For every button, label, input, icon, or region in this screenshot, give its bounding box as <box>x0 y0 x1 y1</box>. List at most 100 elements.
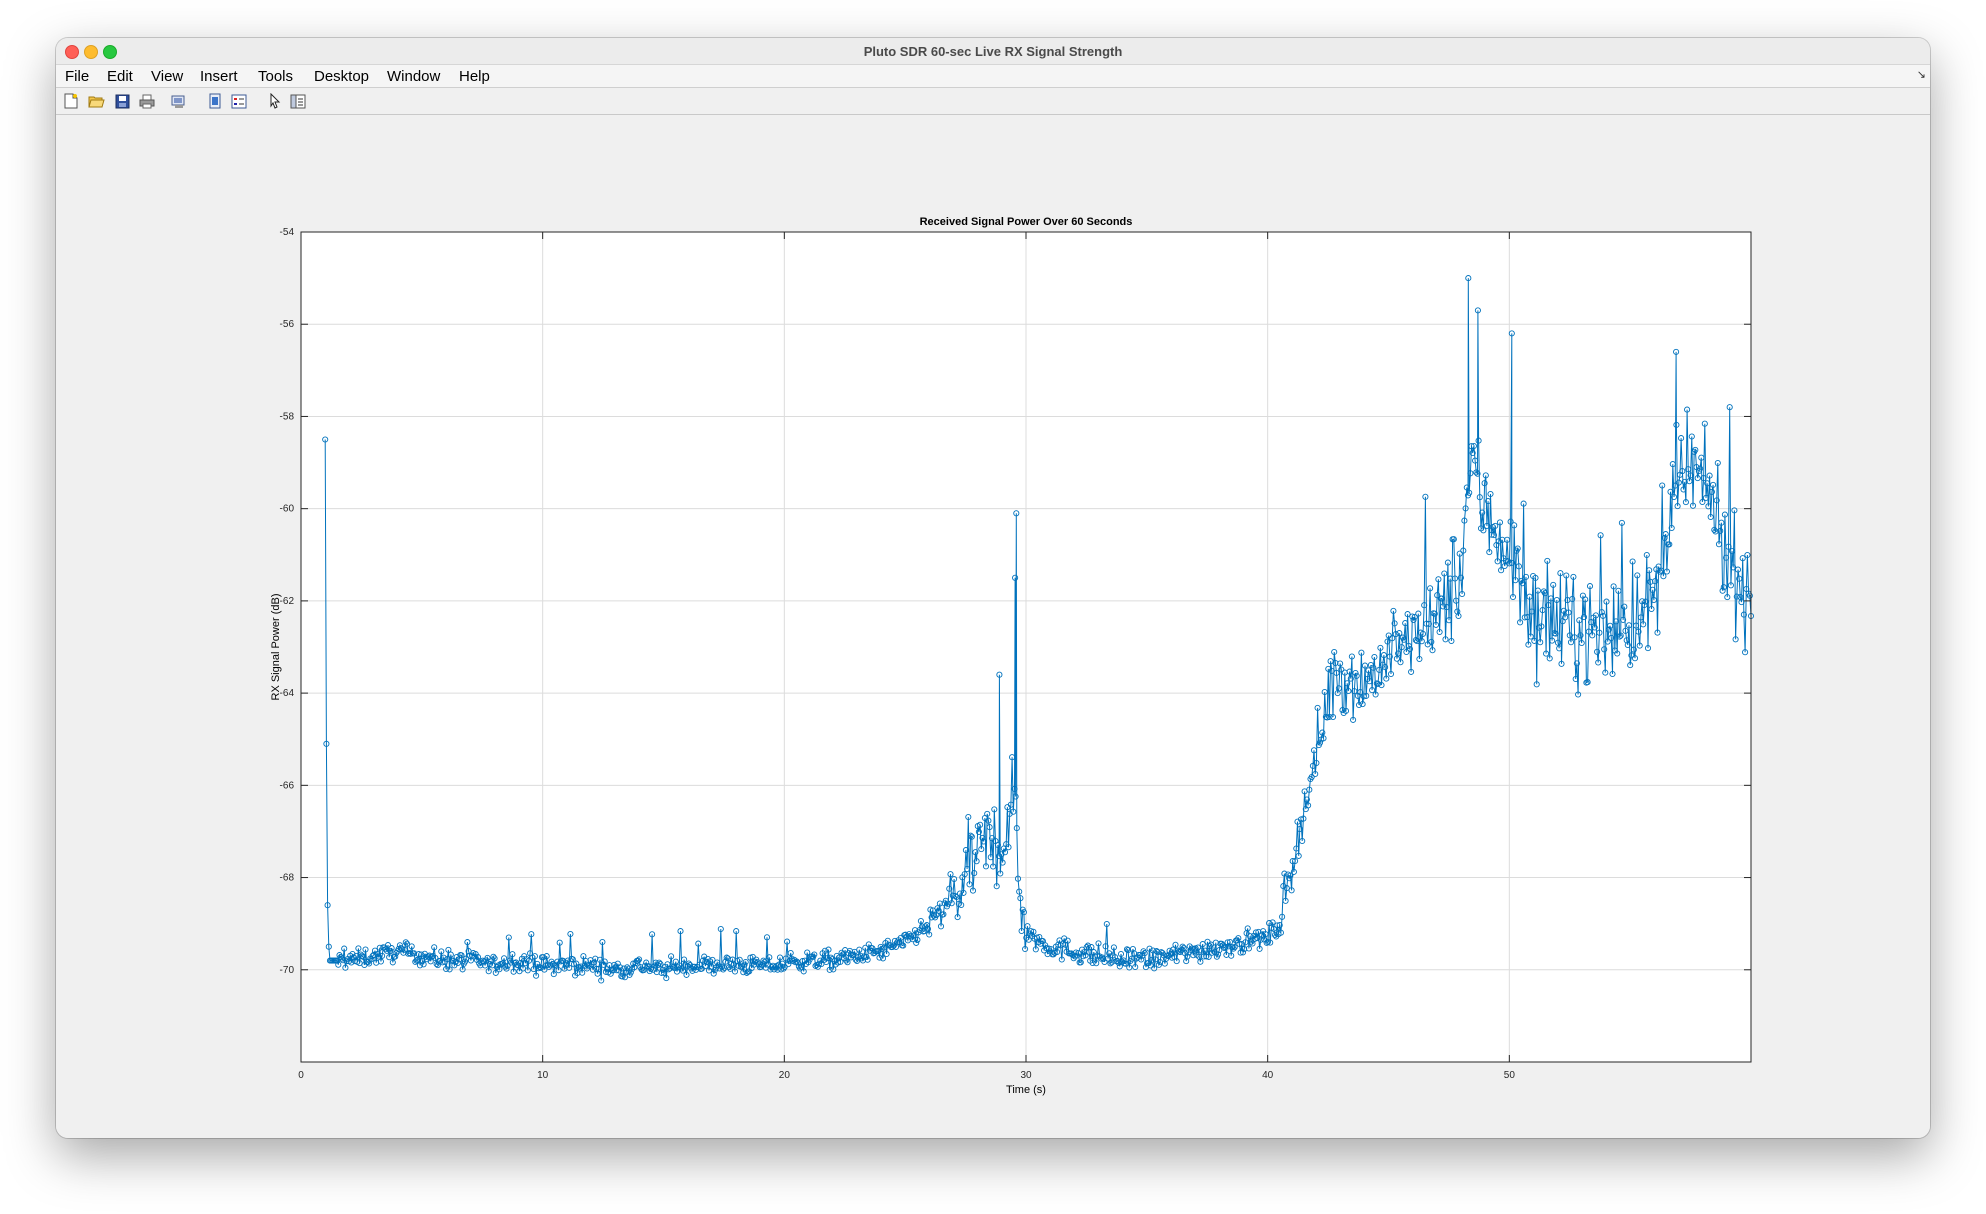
data-point <box>1016 888 1023 895</box>
insert-legend-icon[interactable] <box>230 92 248 110</box>
data-point <box>1280 883 1287 890</box>
menu-edit[interactable]: Edit <box>107 68 133 85</box>
data-point <box>996 671 1003 678</box>
data-point <box>1562 614 1569 621</box>
maximize-window-button[interactable] <box>103 45 117 59</box>
print-icon[interactable] <box>138 92 156 110</box>
data-point <box>1592 612 1599 619</box>
data-point <box>589 966 596 973</box>
menu-view[interactable]: View <box>151 68 184 85</box>
data-point <box>1310 747 1318 754</box>
data-point <box>1357 689 1364 696</box>
data-point <box>1572 675 1579 683</box>
data-point <box>1427 585 1434 592</box>
new-figure-icon[interactable] <box>62 92 80 110</box>
data-point <box>1488 531 1495 538</box>
save-icon[interactable] <box>113 92 131 110</box>
data-point <box>1678 435 1685 442</box>
data-point <box>1660 573 1667 580</box>
data-point <box>1017 895 1024 902</box>
property-inspector-icon[interactable] <box>289 92 307 110</box>
dock-caret-icon[interactable]: ↘ <box>1916 69 1926 81</box>
data-point <box>1547 595 1554 602</box>
data-point <box>488 958 495 965</box>
data-point <box>1366 678 1373 685</box>
menu-desktop[interactable]: Desktop <box>314 68 370 85</box>
menu-file[interactable]: File <box>65 68 90 85</box>
data-point <box>1689 502 1697 509</box>
data-point <box>1455 612 1462 620</box>
data-point <box>531 953 538 960</box>
data-point <box>1189 945 1196 952</box>
data-point <box>1580 614 1588 621</box>
data-point <box>335 961 342 968</box>
data-point <box>1084 942 1091 949</box>
data-point <box>1576 617 1583 624</box>
data-point <box>964 865 971 873</box>
edit-plot-pointer-icon[interactable] <box>266 92 284 110</box>
minimize-window-button[interactable] <box>84 45 98 59</box>
data-point <box>1495 538 1502 545</box>
menu-tools[interactable]: Tools <box>258 68 294 85</box>
menu-window[interactable]: Window <box>387 68 441 85</box>
data-point <box>1714 459 1721 467</box>
data-point <box>432 954 439 962</box>
data-point <box>1405 642 1412 649</box>
data-point <box>1423 620 1430 627</box>
data-point <box>1406 645 1414 653</box>
data-point <box>1512 577 1519 584</box>
data-point <box>1445 617 1453 624</box>
data-point <box>1312 770 1319 778</box>
data-point <box>1082 952 1089 959</box>
data-point <box>1718 519 1725 526</box>
data-point <box>1203 953 1210 960</box>
data-point <box>1428 638 1435 645</box>
data-point <box>1128 955 1135 962</box>
data-point <box>947 871 954 878</box>
data-point <box>418 951 425 958</box>
data-point <box>1584 679 1591 686</box>
data-point <box>876 954 883 961</box>
data-point <box>1380 652 1387 659</box>
data-point <box>1699 498 1706 506</box>
menu-help[interactable]: Help <box>459 68 490 85</box>
title-bar[interactable]: Pluto SDR 60-sec Live RX Signal Strength <box>56 38 1930 65</box>
data-point <box>668 953 675 960</box>
data-point <box>1030 928 1037 935</box>
data-point <box>1550 581 1557 588</box>
data-point <box>1306 786 1313 793</box>
data-point <box>1152 956 1159 963</box>
data-point <box>1100 955 1107 963</box>
data-point <box>649 931 656 938</box>
data-point <box>1519 580 1526 587</box>
data-point <box>1274 922 1281 929</box>
data-point <box>973 858 980 865</box>
data-point <box>1740 611 1747 618</box>
data-point <box>1480 527 1487 534</box>
data-point <box>1635 628 1642 635</box>
data-point <box>1313 759 1320 767</box>
data-point <box>999 859 1006 866</box>
data-point <box>776 954 784 961</box>
data-point <box>1386 653 1393 660</box>
data-point <box>567 930 574 938</box>
open-file-icon[interactable] <box>87 92 105 110</box>
data-point <box>1509 593 1517 601</box>
data-point <box>601 958 608 965</box>
data-point <box>1372 691 1379 698</box>
data-point <box>1508 559 1515 566</box>
data-point <box>338 955 345 962</box>
close-window-button[interactable] <box>65 45 79 59</box>
series-markers <box>322 275 1755 984</box>
data-point <box>990 863 997 870</box>
print-preview-icon[interactable] <box>170 92 188 110</box>
data-point <box>1224 939 1231 946</box>
link-plot-icon[interactable] <box>206 92 224 110</box>
data-point <box>1724 594 1731 601</box>
menu-insert[interactable]: Insert <box>200 68 238 85</box>
data-point <box>556 939 563 946</box>
data-point <box>1589 632 1596 639</box>
data-point <box>420 961 427 968</box>
data-point <box>402 939 409 946</box>
data-point <box>1010 808 1017 815</box>
